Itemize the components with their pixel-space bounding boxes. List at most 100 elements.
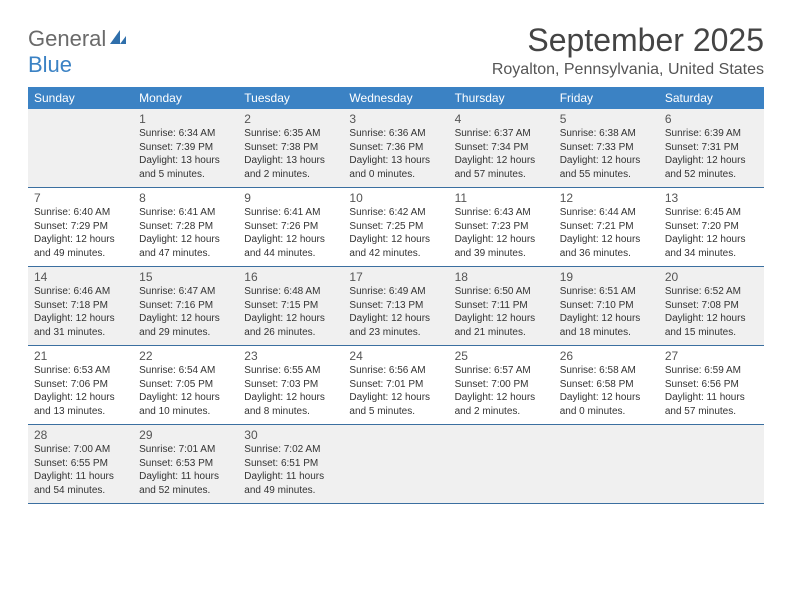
day-number: 23 — [244, 349, 337, 363]
day-cell: 28Sunrise: 7:00 AMSunset: 6:55 PMDayligh… — [28, 425, 133, 503]
sunrise-text: Sunrise: 6:45 AM — [665, 206, 758, 220]
sunset-text: Sunset: 7:21 PM — [560, 220, 653, 234]
week-row: 28Sunrise: 7:00 AMSunset: 6:55 PMDayligh… — [28, 425, 764, 504]
daylight-text: Daylight: 13 hours — [244, 154, 337, 168]
day-number: 27 — [665, 349, 758, 363]
daylight-text: and 21 minutes. — [455, 326, 548, 340]
daylight-text: and 8 minutes. — [244, 405, 337, 419]
daylight-text: Daylight: 12 hours — [455, 391, 548, 405]
daylight-text: and 44 minutes. — [244, 247, 337, 261]
sunset-text: Sunset: 7:23 PM — [455, 220, 548, 234]
daylight-text: and 10 minutes. — [139, 405, 232, 419]
sunrise-text: Sunrise: 6:55 AM — [244, 364, 337, 378]
weekday-header: Tuesday — [238, 87, 343, 109]
sunrise-text: Sunrise: 6:34 AM — [139, 127, 232, 141]
daylight-text: Daylight: 12 hours — [560, 391, 653, 405]
day-cell: 3Sunrise: 6:36 AMSunset: 7:36 PMDaylight… — [343, 109, 448, 187]
sunset-text: Sunset: 6:58 PM — [560, 378, 653, 392]
daylight-text: and 0 minutes. — [349, 168, 442, 182]
weekday-header: Sunday — [28, 87, 133, 109]
daylight-text: Daylight: 11 hours — [244, 470, 337, 484]
day-cell: 16Sunrise: 6:48 AMSunset: 7:15 PMDayligh… — [238, 267, 343, 345]
day-cell: 15Sunrise: 6:47 AMSunset: 7:16 PMDayligh… — [133, 267, 238, 345]
daylight-text: Daylight: 12 hours — [665, 233, 758, 247]
daylight-text: and 42 minutes. — [349, 247, 442, 261]
weekday-header: Thursday — [449, 87, 554, 109]
daylight-text: Daylight: 13 hours — [349, 154, 442, 168]
sunset-text: Sunset: 7:05 PM — [139, 378, 232, 392]
month-title: September 2025 — [492, 22, 764, 59]
sunrise-text: Sunrise: 6:42 AM — [349, 206, 442, 220]
day-number: 22 — [139, 349, 232, 363]
sunset-text: Sunset: 7:39 PM — [139, 141, 232, 155]
day-cell — [28, 109, 133, 187]
sunrise-text: Sunrise: 7:00 AM — [34, 443, 127, 457]
daylight-text: and 52 minutes. — [665, 168, 758, 182]
day-cell: 6Sunrise: 6:39 AMSunset: 7:31 PMDaylight… — [659, 109, 764, 187]
day-cell: 12Sunrise: 6:44 AMSunset: 7:21 PMDayligh… — [554, 188, 659, 266]
day-cell — [343, 425, 448, 503]
sunset-text: Sunset: 7:06 PM — [34, 378, 127, 392]
day-number: 15 — [139, 270, 232, 284]
day-number: 14 — [34, 270, 127, 284]
sunrise-text: Sunrise: 6:48 AM — [244, 285, 337, 299]
sunrise-text: Sunrise: 6:54 AM — [139, 364, 232, 378]
day-cell: 9Sunrise: 6:41 AMSunset: 7:26 PMDaylight… — [238, 188, 343, 266]
weekday-header: Friday — [554, 87, 659, 109]
sunrise-text: Sunrise: 7:02 AM — [244, 443, 337, 457]
daylight-text: and 23 minutes. — [349, 326, 442, 340]
sunset-text: Sunset: 7:25 PM — [349, 220, 442, 234]
daylight-text: and 18 minutes. — [560, 326, 653, 340]
sunrise-text: Sunrise: 6:41 AM — [244, 206, 337, 220]
logo-text-blue: Blue — [28, 52, 72, 77]
sunset-text: Sunset: 7:08 PM — [665, 299, 758, 313]
day-number: 6 — [665, 112, 758, 126]
sunrise-text: Sunrise: 6:37 AM — [455, 127, 548, 141]
day-number: 30 — [244, 428, 337, 442]
day-cell: 30Sunrise: 7:02 AMSunset: 6:51 PMDayligh… — [238, 425, 343, 503]
daylight-text: and 52 minutes. — [139, 484, 232, 498]
week-row: 14Sunrise: 6:46 AMSunset: 7:18 PMDayligh… — [28, 267, 764, 346]
day-number: 10 — [349, 191, 442, 205]
daylight-text: Daylight: 12 hours — [34, 391, 127, 405]
logo-text-general: General — [28, 26, 106, 51]
daylight-text: and 2 minutes. — [455, 405, 548, 419]
sunrise-text: Sunrise: 7:01 AM — [139, 443, 232, 457]
day-cell: 2Sunrise: 6:35 AMSunset: 7:38 PMDaylight… — [238, 109, 343, 187]
sunset-text: Sunset: 7:36 PM — [349, 141, 442, 155]
day-cell: 14Sunrise: 6:46 AMSunset: 7:18 PMDayligh… — [28, 267, 133, 345]
sunset-text: Sunset: 7:16 PM — [139, 299, 232, 313]
day-cell: 4Sunrise: 6:37 AMSunset: 7:34 PMDaylight… — [449, 109, 554, 187]
daylight-text: and 0 minutes. — [560, 405, 653, 419]
daylight-text: and 36 minutes. — [560, 247, 653, 261]
day-number: 17 — [349, 270, 442, 284]
daylight-text: and 5 minutes. — [139, 168, 232, 182]
sunrise-text: Sunrise: 6:46 AM — [34, 285, 127, 299]
day-number: 7 — [34, 191, 127, 205]
sunrise-text: Sunrise: 6:35 AM — [244, 127, 337, 141]
day-cell — [659, 425, 764, 503]
daylight-text: Daylight: 13 hours — [139, 154, 232, 168]
day-number: 25 — [455, 349, 548, 363]
day-cell: 10Sunrise: 6:42 AMSunset: 7:25 PMDayligh… — [343, 188, 448, 266]
day-number: 11 — [455, 191, 548, 205]
calendar-body: 1Sunrise: 6:34 AMSunset: 7:39 PMDaylight… — [28, 109, 764, 504]
day-number: 24 — [349, 349, 442, 363]
sunset-text: Sunset: 7:29 PM — [34, 220, 127, 234]
sunset-text: Sunset: 7:38 PM — [244, 141, 337, 155]
sunset-text: Sunset: 6:51 PM — [244, 457, 337, 471]
sunrise-text: Sunrise: 6:59 AM — [665, 364, 758, 378]
header: General Blue September 2025 Royalton, Pe… — [28, 22, 764, 79]
title-block: September 2025 Royalton, Pennsylvania, U… — [492, 22, 764, 79]
daylight-text: and 29 minutes. — [139, 326, 232, 340]
daylight-text: Daylight: 12 hours — [560, 154, 653, 168]
day-cell: 27Sunrise: 6:59 AMSunset: 6:56 PMDayligh… — [659, 346, 764, 424]
sunrise-text: Sunrise: 6:50 AM — [455, 285, 548, 299]
daylight-text: and 26 minutes. — [244, 326, 337, 340]
sunset-text: Sunset: 7:31 PM — [665, 141, 758, 155]
sunrise-text: Sunrise: 6:36 AM — [349, 127, 442, 141]
daylight-text: Daylight: 12 hours — [139, 233, 232, 247]
daylight-text: Daylight: 11 hours — [139, 470, 232, 484]
daylight-text: Daylight: 12 hours — [349, 391, 442, 405]
day-cell: 22Sunrise: 6:54 AMSunset: 7:05 PMDayligh… — [133, 346, 238, 424]
